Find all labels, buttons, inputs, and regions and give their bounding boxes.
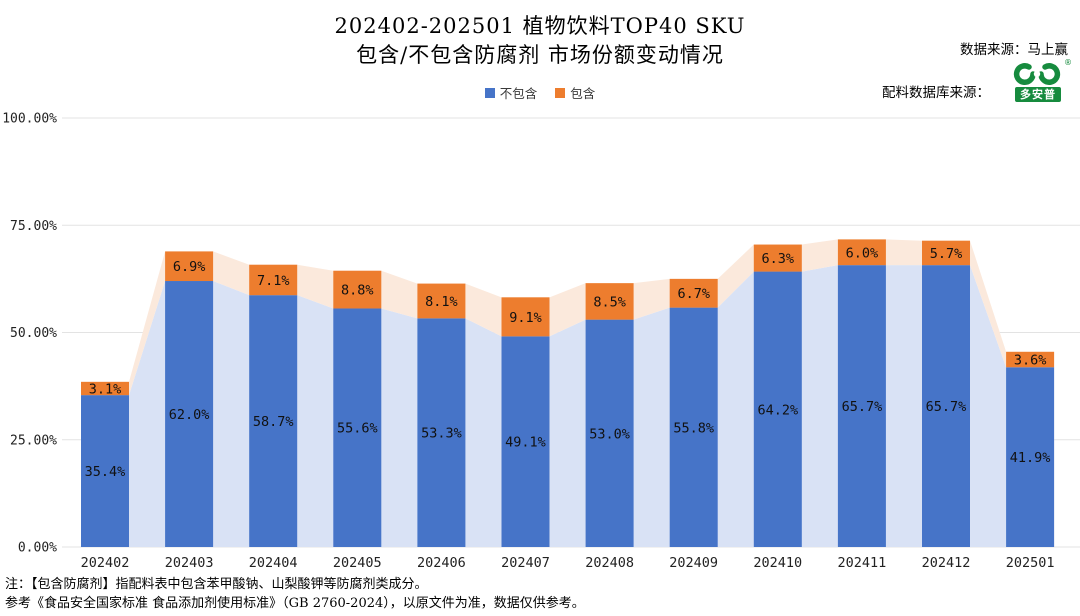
- x-tick-label: 202407: [501, 555, 550, 571]
- duoanpu-logo: ® 多安普: [1006, 58, 1072, 102]
- x-tick-label: 202402: [81, 555, 130, 571]
- bar-label-orange: 8.5%: [593, 294, 626, 310]
- data-source-text: 数据来源：马上赢: [960, 42, 1068, 58]
- x-tick-label: 202406: [417, 555, 466, 571]
- x-tick-label: 202411: [838, 555, 887, 571]
- bar-label-orange: 3.6%: [1014, 353, 1047, 369]
- ingredient-source-row: 配料数据库来源： ® 多安普: [882, 58, 1072, 102]
- footnote-line2: 参考《食品安全国家标准 食品添加剂使用标准》（GB 2760-2024），以原文…: [5, 596, 585, 611]
- bar-segment-orange: [669, 278, 718, 308]
- bar-segment-orange: [922, 240, 970, 266]
- x-tick-label: 202412: [922, 555, 971, 571]
- bar-label-blue: 65.7%: [926, 399, 967, 415]
- x-tick-label: 202501: [1006, 555, 1055, 571]
- bar-segment-orange: [81, 381, 129, 396]
- bar-segment-orange: [249, 264, 298, 296]
- bar-segment-blue: [585, 319, 634, 547]
- x-tick-label: 202403: [165, 555, 214, 571]
- chart-title: 202402-202501 植物饮料TOP40 SKU 包含/不包含防腐剂 市场…: [0, 12, 1080, 70]
- duoanpu-logo-icon: ®: [1012, 58, 1072, 86]
- legend-swatch-orange: [555, 87, 566, 98]
- bar-label-orange: 9.1%: [509, 310, 542, 326]
- x-tick-label: 202409: [669, 555, 718, 571]
- y-tick-label: 50.00%: [10, 326, 57, 341]
- legend-label-blue: 不包含: [499, 86, 538, 101]
- bar-segment-blue: [753, 271, 802, 547]
- y-tick-label: 75.00%: [10, 219, 57, 234]
- bar-label-blue: 49.1%: [505, 435, 546, 451]
- bar-segment-orange: [837, 239, 886, 266]
- bar-segment-blue: [333, 308, 382, 547]
- bar-label-blue: 62.0%: [169, 407, 210, 423]
- bar-segment-blue: [669, 307, 718, 547]
- bar-label-orange: 5.7%: [930, 246, 963, 262]
- bar-segment-blue: [922, 265, 970, 547]
- registered-mark-icon: ®: [1064, 58, 1072, 67]
- footnotes: 注：【包含防腐剂】指配料表中包含苯甲酸钠、山梨酸钾等防腐剂类成分。 参考《食品安…: [5, 575, 585, 613]
- bar-segment-blue: [249, 295, 298, 547]
- bar-label-orange: 3.1%: [89, 381, 122, 397]
- bar-segment-orange: [501, 297, 550, 337]
- bar-label-orange: 6.3%: [762, 251, 795, 267]
- bar-label-blue: 64.2%: [757, 402, 798, 418]
- bar-segment-orange: [753, 244, 802, 272]
- footnote-line1: 注：【包含防腐剂】指配料表中包含苯甲酸钠、山梨酸钾等防腐剂类成分。: [5, 577, 428, 592]
- bar-segment-blue: [1006, 367, 1055, 547]
- bar-label-blue: 65.7%: [842, 399, 883, 415]
- bar-label-blue: 53.3%: [421, 426, 462, 442]
- legend-item-blue: 不包含: [484, 83, 538, 102]
- bar-label-blue: 53.0%: [589, 426, 630, 442]
- bar-segment-blue: [501, 336, 550, 547]
- x-tick-label: 202405: [333, 555, 382, 571]
- bar-label-orange: 6.9%: [173, 259, 206, 275]
- bar-segment-orange: [165, 251, 214, 282]
- bar-label-blue: 41.9%: [1010, 450, 1051, 466]
- bar-label-orange: 7.1%: [257, 273, 290, 289]
- bar-label-blue: 35.4%: [85, 464, 126, 480]
- bar-segment-orange: [417, 283, 466, 319]
- legend-label-orange: 包含: [570, 86, 596, 101]
- bar-label-orange: 6.0%: [846, 245, 879, 261]
- area-backdrop-blue: [81, 265, 1055, 547]
- ingredient-source-label: 配料数据库来源：: [882, 85, 990, 101]
- legend-swatch-blue: [484, 87, 495, 98]
- x-tick-label: 202404: [249, 555, 298, 571]
- y-tick-label: 100.00%: [2, 112, 57, 127]
- bar-segment-orange: [1006, 351, 1055, 368]
- bar-segment-blue: [837, 265, 886, 547]
- bar-label-blue: 58.7%: [253, 414, 294, 430]
- bar-label-blue: 55.8%: [673, 420, 714, 436]
- x-tick-label: 202408: [585, 555, 634, 571]
- bar-label-orange: 8.8%: [341, 283, 374, 299]
- bar-segment-blue: [165, 281, 214, 547]
- bar-label-blue: 55.6%: [337, 421, 378, 437]
- bar-label-orange: 8.1%: [425, 294, 458, 310]
- chart-legend: 不包含 包含: [0, 83, 1080, 102]
- legend-item-orange: 包含: [555, 83, 595, 102]
- bar-segment-blue: [81, 395, 129, 547]
- chart-title-line2: 包含/不包含防腐剂 市场份额变动情况: [356, 43, 724, 67]
- area-backdrop-orange: [81, 239, 1055, 396]
- bar-label-orange: 6.7%: [677, 286, 710, 302]
- bar-segment-orange: [585, 283, 634, 320]
- chart-title-line1: 202402-202501 植物饮料TOP40 SKU: [334, 14, 746, 38]
- bar-segment-blue: [417, 318, 466, 547]
- bar-segment-orange: [333, 270, 382, 309]
- y-tick-label: 0.00%: [18, 541, 57, 556]
- y-tick-label: 25.00%: [10, 433, 57, 448]
- x-tick-label: 202410: [753, 555, 802, 571]
- duoanpu-logo-text: 多安普: [1015, 87, 1061, 102]
